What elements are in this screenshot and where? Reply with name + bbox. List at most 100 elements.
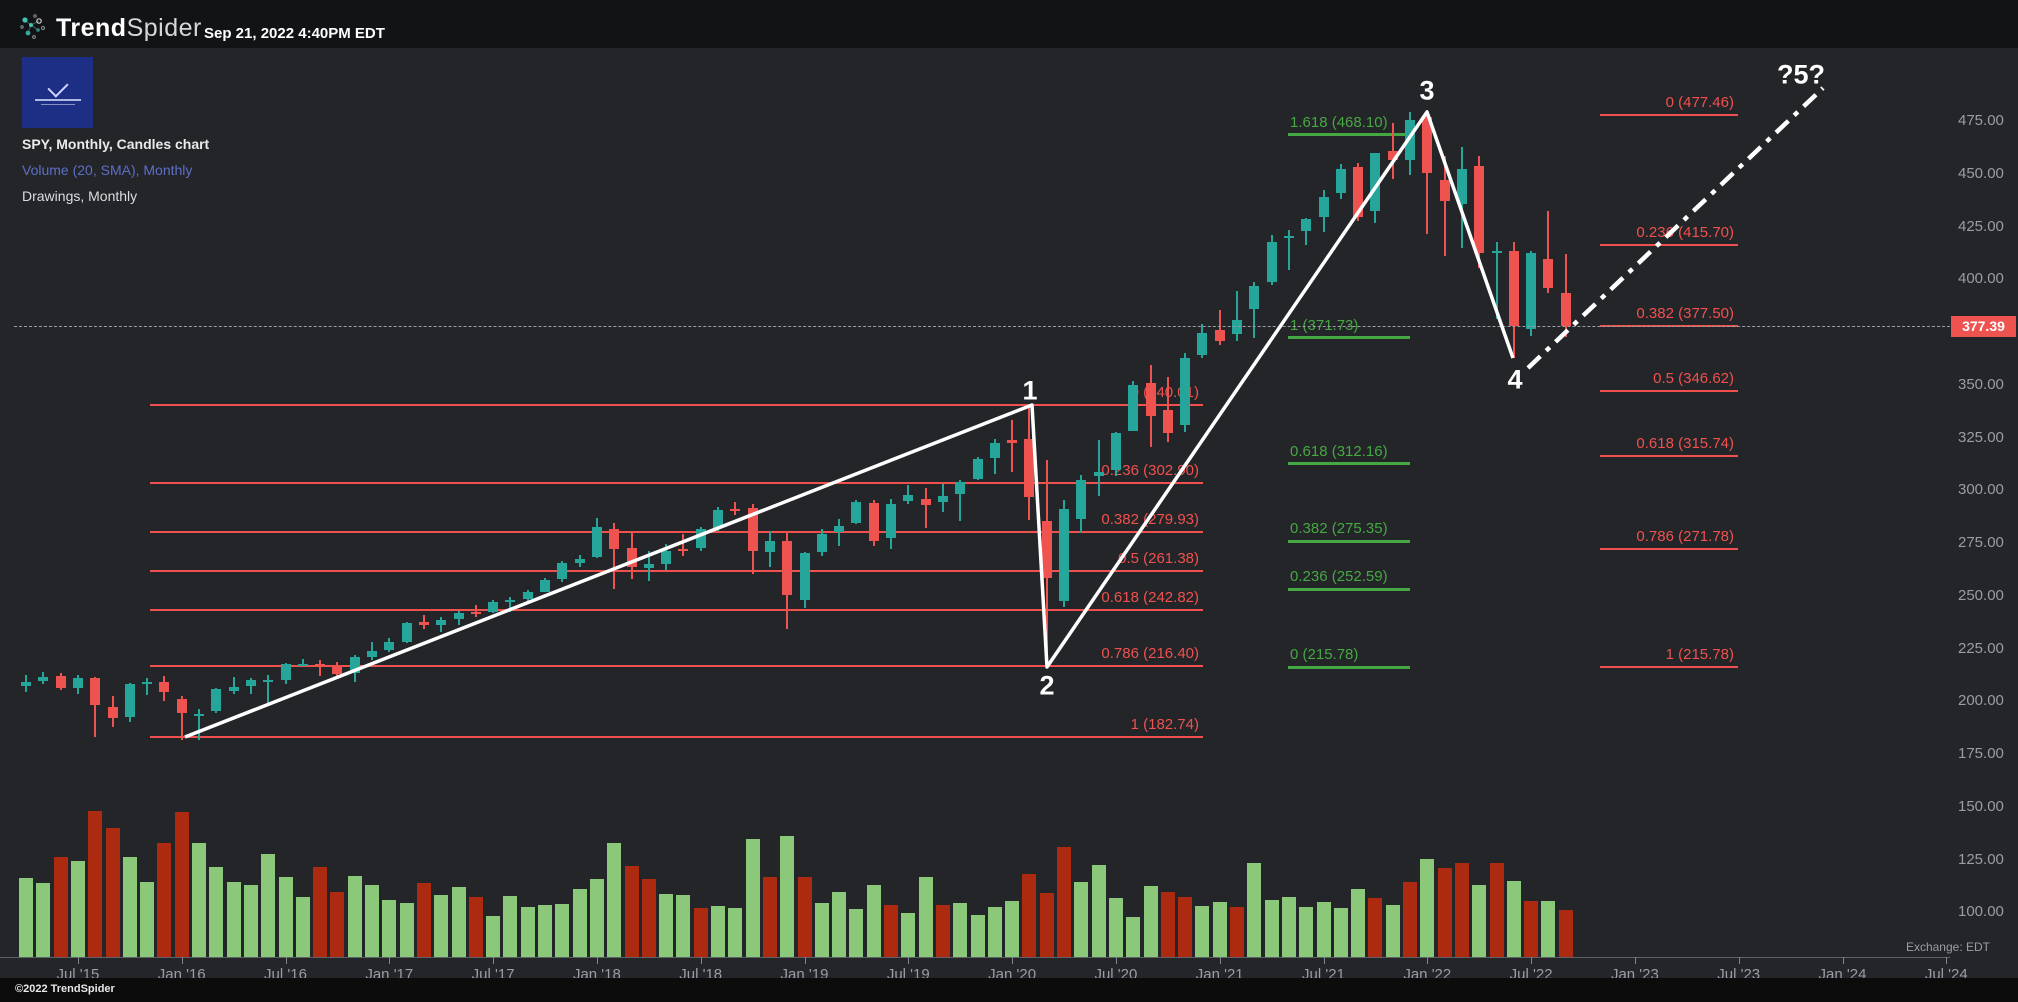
time-axis-tick — [1634, 957, 1636, 964]
volume-bar — [1333, 908, 1348, 957]
time-axis-tick — [181, 957, 183, 964]
volume-bar — [1160, 892, 1175, 957]
volume-bar — [1247, 863, 1262, 957]
volume-bar — [1195, 906, 1210, 957]
volume-bar — [1385, 905, 1400, 957]
time-axis-tick — [1219, 957, 1221, 964]
volume-bar — [814, 903, 829, 957]
legend-symbol[interactable]: SPY, Monthly, Candles chart — [22, 136, 210, 152]
chart-datetime: Sep 21, 2022 4:40PM EDT — [204, 25, 385, 42]
time-axis-tick — [908, 957, 910, 964]
volume-bar — [538, 905, 552, 957]
volume-bar — [1212, 902, 1227, 957]
time-axis-tick — [804, 957, 806, 964]
price-axis-label: 175.00 — [1958, 745, 2004, 762]
volume-bar — [261, 854, 276, 957]
volume-bar — [728, 908, 743, 957]
volume-bar — [53, 857, 68, 957]
volume-bar — [762, 877, 777, 957]
volume-bar — [192, 843, 206, 957]
price-axis-label: 400.00 — [1958, 270, 2004, 288]
volume-bar — [1420, 859, 1435, 957]
volume-bar — [365, 885, 379, 957]
volume-bar — [1489, 863, 1504, 957]
trendspider-spider-icon — [20, 14, 45, 39]
price-axis-label: 450.00 — [1958, 164, 2004, 182]
volume-bar — [382, 900, 397, 957]
wave-label-3[interactable]: 3 — [1419, 75, 1435, 106]
price-axis-label: 100.00 — [1958, 903, 2004, 921]
wave-label-2[interactable]: 2 — [1039, 670, 1055, 701]
volume-bar — [953, 903, 968, 957]
volume-bar — [1351, 889, 1366, 957]
price-axis-label: 475.00 — [1958, 112, 2004, 129]
candle — [107, 706, 118, 718]
volume-bar — [1264, 900, 1279, 957]
fib-retracement-wave4-label: 1 (215.78) — [1665, 645, 1734, 663]
chart-legend: SPY, Monthly, Candles chart Volume (20, … — [22, 136, 209, 214]
volume-bar — [572, 889, 587, 957]
volume-bar — [832, 892, 847, 957]
candle — [142, 681, 153, 684]
volume-bar — [901, 913, 916, 957]
candle — [159, 681, 170, 692]
fib-retracement-wave4-line[interactable] — [1600, 547, 1738, 550]
fib-retracement-wave4-line[interactable] — [1600, 389, 1738, 392]
volume-bar — [122, 857, 137, 957]
volume-bar — [693, 908, 708, 957]
legend-volume-indicator[interactable]: Volume (20, SMA), Monthly — [22, 162, 193, 178]
wave-label-1[interactable]: 1 — [1022, 375, 1038, 406]
volume-bar — [555, 904, 570, 957]
volume-bar — [105, 828, 120, 957]
fib-retracement-wave4-line[interactable] — [1600, 455, 1738, 457]
price-axis-label: 200.00 — [1958, 692, 2004, 710]
price-axis-label: 275.00 — [1958, 534, 2004, 551]
volume-bar — [330, 892, 345, 957]
volume-bar — [849, 909, 864, 957]
time-axis-tick — [285, 957, 287, 964]
candle — [176, 699, 187, 714]
wave-label-4[interactable]: 4 — [1507, 364, 1523, 395]
volume-bar — [745, 839, 760, 957]
volume-bar — [243, 885, 258, 957]
volume-bar — [935, 905, 950, 957]
copyright-label: ©2022 TrendSpider — [15, 983, 115, 995]
candle-wick — [94, 676, 97, 738]
volume-bar — [624, 866, 639, 957]
brand-logo-light: Spider — [126, 14, 202, 42]
volume-bar — [1022, 874, 1037, 957]
volume-bar — [226, 882, 241, 957]
candle-wick — [180, 696, 183, 741]
volume-bar — [434, 895, 449, 957]
bottom-bar: ©2022 TrendSpider — [0, 978, 2018, 1002]
legend-drawings[interactable]: Drawings, Monthly — [22, 188, 138, 204]
volume-bar — [1091, 865, 1106, 957]
brand-logo[interactable]: TrendSpider — [56, 14, 202, 43]
exchange-label: Exchange: EDT — [1905, 940, 1990, 954]
candle — [38, 676, 49, 681]
fib-retracement-wave4-line[interactable] — [1600, 666, 1738, 668]
price-axis-label: 425.00 — [1958, 217, 2004, 235]
volume-bar — [1230, 907, 1244, 957]
time-axis-tick — [1115, 957, 1117, 964]
price-axis-label: 150.00 — [1958, 797, 2004, 815]
time-axis-tick — [1323, 957, 1325, 964]
volume-bar — [1368, 898, 1383, 957]
volume-bar — [70, 861, 85, 957]
time-axis-tick — [1842, 957, 1844, 964]
time-axis-tick — [1012, 957, 1014, 964]
candle — [55, 676, 66, 688]
watermark-avatar — [22, 57, 93, 128]
volume-bar — [520, 907, 535, 957]
volume-bar — [1074, 882, 1089, 957]
fib-retracement-wave4-label: 0.5 (346.62) — [1653, 369, 1734, 387]
wave-label-q5q[interactable]: ?5? — [1776, 59, 1826, 90]
time-axis-tick — [1738, 957, 1740, 964]
volume-bar — [641, 879, 656, 957]
volume-bar — [399, 903, 414, 957]
volume-bar — [1558, 910, 1573, 957]
time-axis-line[interactable] — [0, 957, 1950, 958]
volume-bar — [416, 883, 431, 957]
